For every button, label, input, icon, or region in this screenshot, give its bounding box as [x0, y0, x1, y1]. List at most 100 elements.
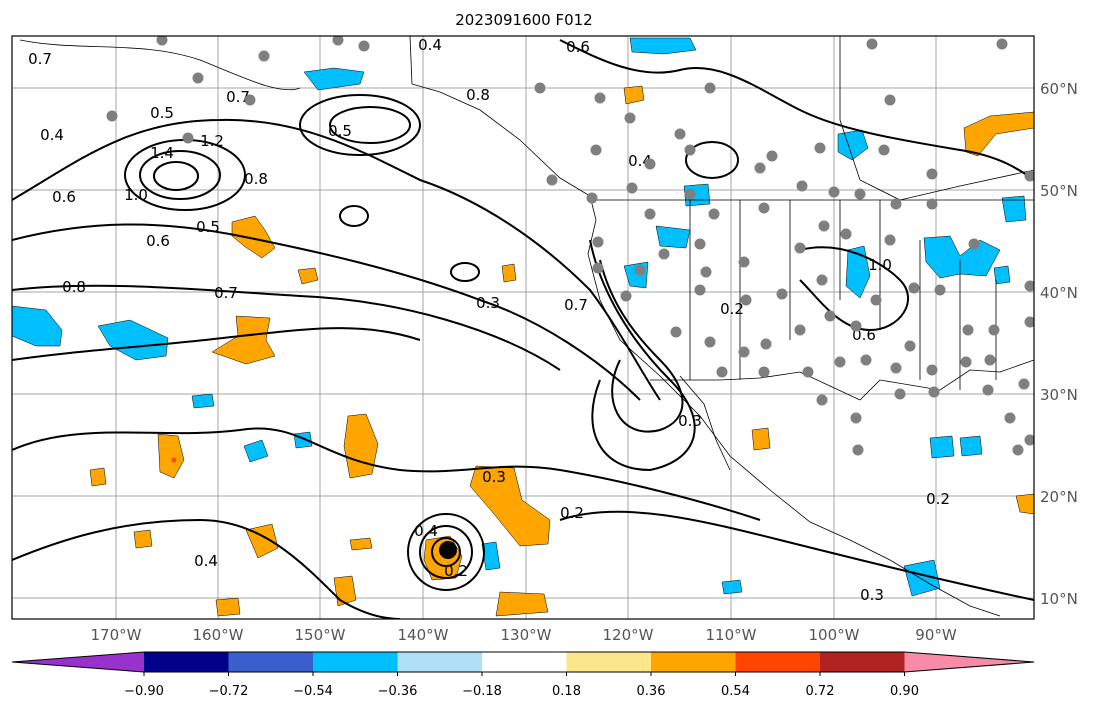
station-dot [674, 128, 686, 140]
station-dot [106, 110, 118, 122]
longitude-label: 150°W [295, 626, 346, 644]
contour-label: 0.7 [28, 50, 52, 68]
station-dot [794, 242, 806, 254]
colorbar-segment [566, 652, 652, 672]
contour-label: 0.2 [926, 490, 950, 508]
station-dot [926, 168, 938, 180]
stations [106, 36, 1034, 456]
contour-label: 0.6 [146, 232, 170, 250]
longitude-label: 90°W [915, 626, 957, 644]
colorbar-segment [651, 652, 736, 672]
station-dot [592, 262, 604, 274]
contour-line [12, 327, 421, 361]
longitude-label: 110°W [706, 626, 757, 644]
colorbar-tick-label: −0.72 [209, 684, 249, 699]
contour-line [329, 106, 411, 144]
contour-label: 0.6 [52, 188, 76, 206]
colorbar-tick-label: −0.36 [378, 684, 418, 699]
station-dot [670, 326, 682, 338]
negative-area [903, 559, 941, 597]
station-dot [824, 310, 836, 322]
station-dot [894, 388, 906, 400]
station-dot [1012, 444, 1024, 456]
negative-area [293, 431, 313, 449]
contour-line [153, 161, 199, 191]
station-dot [620, 290, 632, 302]
positive-area [963, 111, 1034, 157]
contour-label: 0.8 [466, 86, 490, 104]
gulf-coast [859, 359, 1034, 401]
contour-label: 0.8 [244, 170, 268, 188]
longitude-label: 160°W [193, 626, 244, 644]
longitude-label: 120°W [603, 626, 654, 644]
contour-line [589, 239, 696, 472]
contour-label: 0.7 [214, 284, 238, 302]
negative-area [303, 67, 365, 91]
station-dot [776, 288, 788, 300]
station-dot [258, 50, 270, 62]
negative-area [721, 579, 743, 595]
station-dot [1024, 434, 1034, 446]
station-dot [988, 324, 1000, 336]
us-mexico-border [650, 371, 861, 401]
station-dot [1024, 170, 1034, 182]
station-dot [828, 186, 840, 198]
contour-line [559, 510, 1034, 601]
station-dot [884, 234, 896, 246]
station-dot [934, 284, 946, 296]
colorbar-tick-label: −0.18 [462, 684, 502, 699]
station-dot [766, 150, 778, 162]
colorbar-segment [228, 652, 314, 672]
longitude-label: 140°W [398, 626, 449, 644]
contour-label: 0.3 [678, 412, 702, 430]
station-dot [590, 144, 602, 156]
station-dot [694, 284, 706, 296]
station-dot [704, 336, 716, 348]
positive-area [501, 263, 517, 283]
storm-center-marker [439, 541, 457, 559]
contour-lines [12, 39, 1034, 619]
station-dot [850, 412, 862, 424]
coastline [409, 36, 1001, 617]
contour-label: 0.3 [482, 468, 506, 486]
contour-label: 0.3 [476, 294, 500, 312]
positive-area [231, 215, 276, 259]
station-dot [926, 198, 938, 210]
contour-line [12, 223, 641, 401]
negative-area [929, 435, 955, 459]
negative-area [959, 435, 983, 457]
contour-label: 0.8 [62, 278, 86, 296]
contour-label: 0.5 [328, 122, 352, 140]
station-dot [594, 92, 606, 104]
contour-label: 1.0 [868, 256, 892, 274]
contour-label: 0.4 [418, 36, 442, 54]
station-dot [192, 72, 204, 84]
positive-area [469, 465, 551, 547]
station-dot [904, 340, 916, 352]
contour-label: 0.7 [226, 88, 250, 106]
latitude-label: 50°N [1040, 182, 1078, 200]
colorbar-tick-label: −0.54 [293, 684, 333, 699]
station-dot [878, 144, 890, 156]
negative-area [97, 319, 169, 361]
station-dot [708, 208, 720, 220]
colorbar-segment [397, 652, 483, 672]
map-title: 2023091600 F012 [455, 11, 592, 29]
negative-area [993, 265, 1011, 285]
station-dot [1018, 378, 1030, 390]
contour-line [339, 205, 369, 227]
contour-label: 0.2 [560, 504, 584, 522]
colorbar-segment [482, 652, 567, 672]
station-dot [1004, 412, 1016, 424]
station-dot [814, 142, 826, 154]
station-dot [358, 40, 370, 52]
coastlines-borders [19, 36, 1034, 617]
station-dot [760, 338, 772, 350]
station-dot [960, 356, 972, 368]
contour-line [139, 150, 221, 200]
hudson-coast [839, 36, 1034, 201]
station-dot [890, 362, 902, 374]
colorbar-tick-label: 0.72 [806, 684, 835, 699]
station-dot [740, 294, 752, 306]
contour-line [431, 537, 461, 567]
